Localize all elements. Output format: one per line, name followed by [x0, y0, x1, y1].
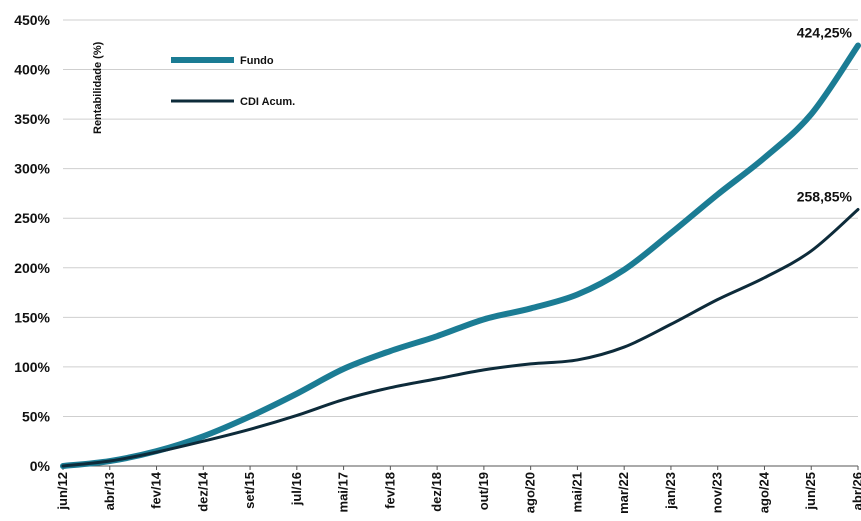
gridlines [63, 19, 858, 417]
x-tick-label: jun/25 [803, 472, 818, 511]
end-value-label: 424,25% [797, 25, 853, 41]
y-tick-label: 50% [22, 408, 51, 424]
x-tick-label: dez/14 [195, 471, 210, 512]
y-tick-label: 150% [14, 309, 50, 325]
x-tick-label: set/15 [242, 472, 257, 509]
y-tick-label: 400% [14, 62, 50, 78]
x-tick-label: out/19 [476, 472, 491, 510]
x-tick-label: mai/21 [569, 472, 584, 512]
legend-label: Fundo [240, 55, 274, 67]
x-tick-label: nov/23 [710, 472, 725, 513]
series-line-fundo [60, 42, 861, 469]
x-axis-ticks: jun/12 abr/13 fev/14 dez/14 set/15 jul/16 mai/… [55, 466, 861, 514]
x-tick-label: mai/17 [336, 472, 351, 512]
y-axis-ticks: 0% 50% 100% 150% 200% 250% 300% 350% 400% 450% [14, 12, 50, 474]
y-tick-label: 300% [14, 161, 50, 177]
x-tick-label: fev/14 [149, 471, 164, 509]
x-tick-label: ago/20 [523, 472, 538, 513]
y-tick-label: 100% [14, 359, 50, 375]
series-line-cdi [61, 207, 860, 468]
x-tick-label: jan/23 [663, 472, 678, 510]
x-tick-label: ago/24 [756, 471, 771, 513]
y-axis-title: Rentabilidade (%) [92, 41, 104, 134]
x-tick-label: dez/18 [429, 472, 444, 512]
legend: Fundo CDI Acum. [171, 55, 295, 108]
x-tick-label: abr/26 [850, 472, 861, 510]
x-tick-label: jul/16 [289, 472, 304, 506]
x-tick-label: fev/18 [382, 472, 397, 509]
y-tick-label: 0% [30, 458, 51, 474]
y-tick-label: 450% [14, 12, 50, 28]
x-tick-label: abr/13 [102, 472, 117, 510]
legend-label: CDI Acum. [240, 96, 295, 108]
y-tick-label: 200% [14, 260, 50, 276]
y-tick-label: 250% [14, 210, 50, 226]
x-tick-label: jun/12 [55, 472, 70, 511]
y-tick-label: 350% [14, 111, 50, 127]
x-tick-label: mar/22 [616, 472, 631, 514]
series-lines: 424,25% 258,85% [60, 25, 861, 469]
end-value-label: 258,85% [797, 188, 853, 204]
